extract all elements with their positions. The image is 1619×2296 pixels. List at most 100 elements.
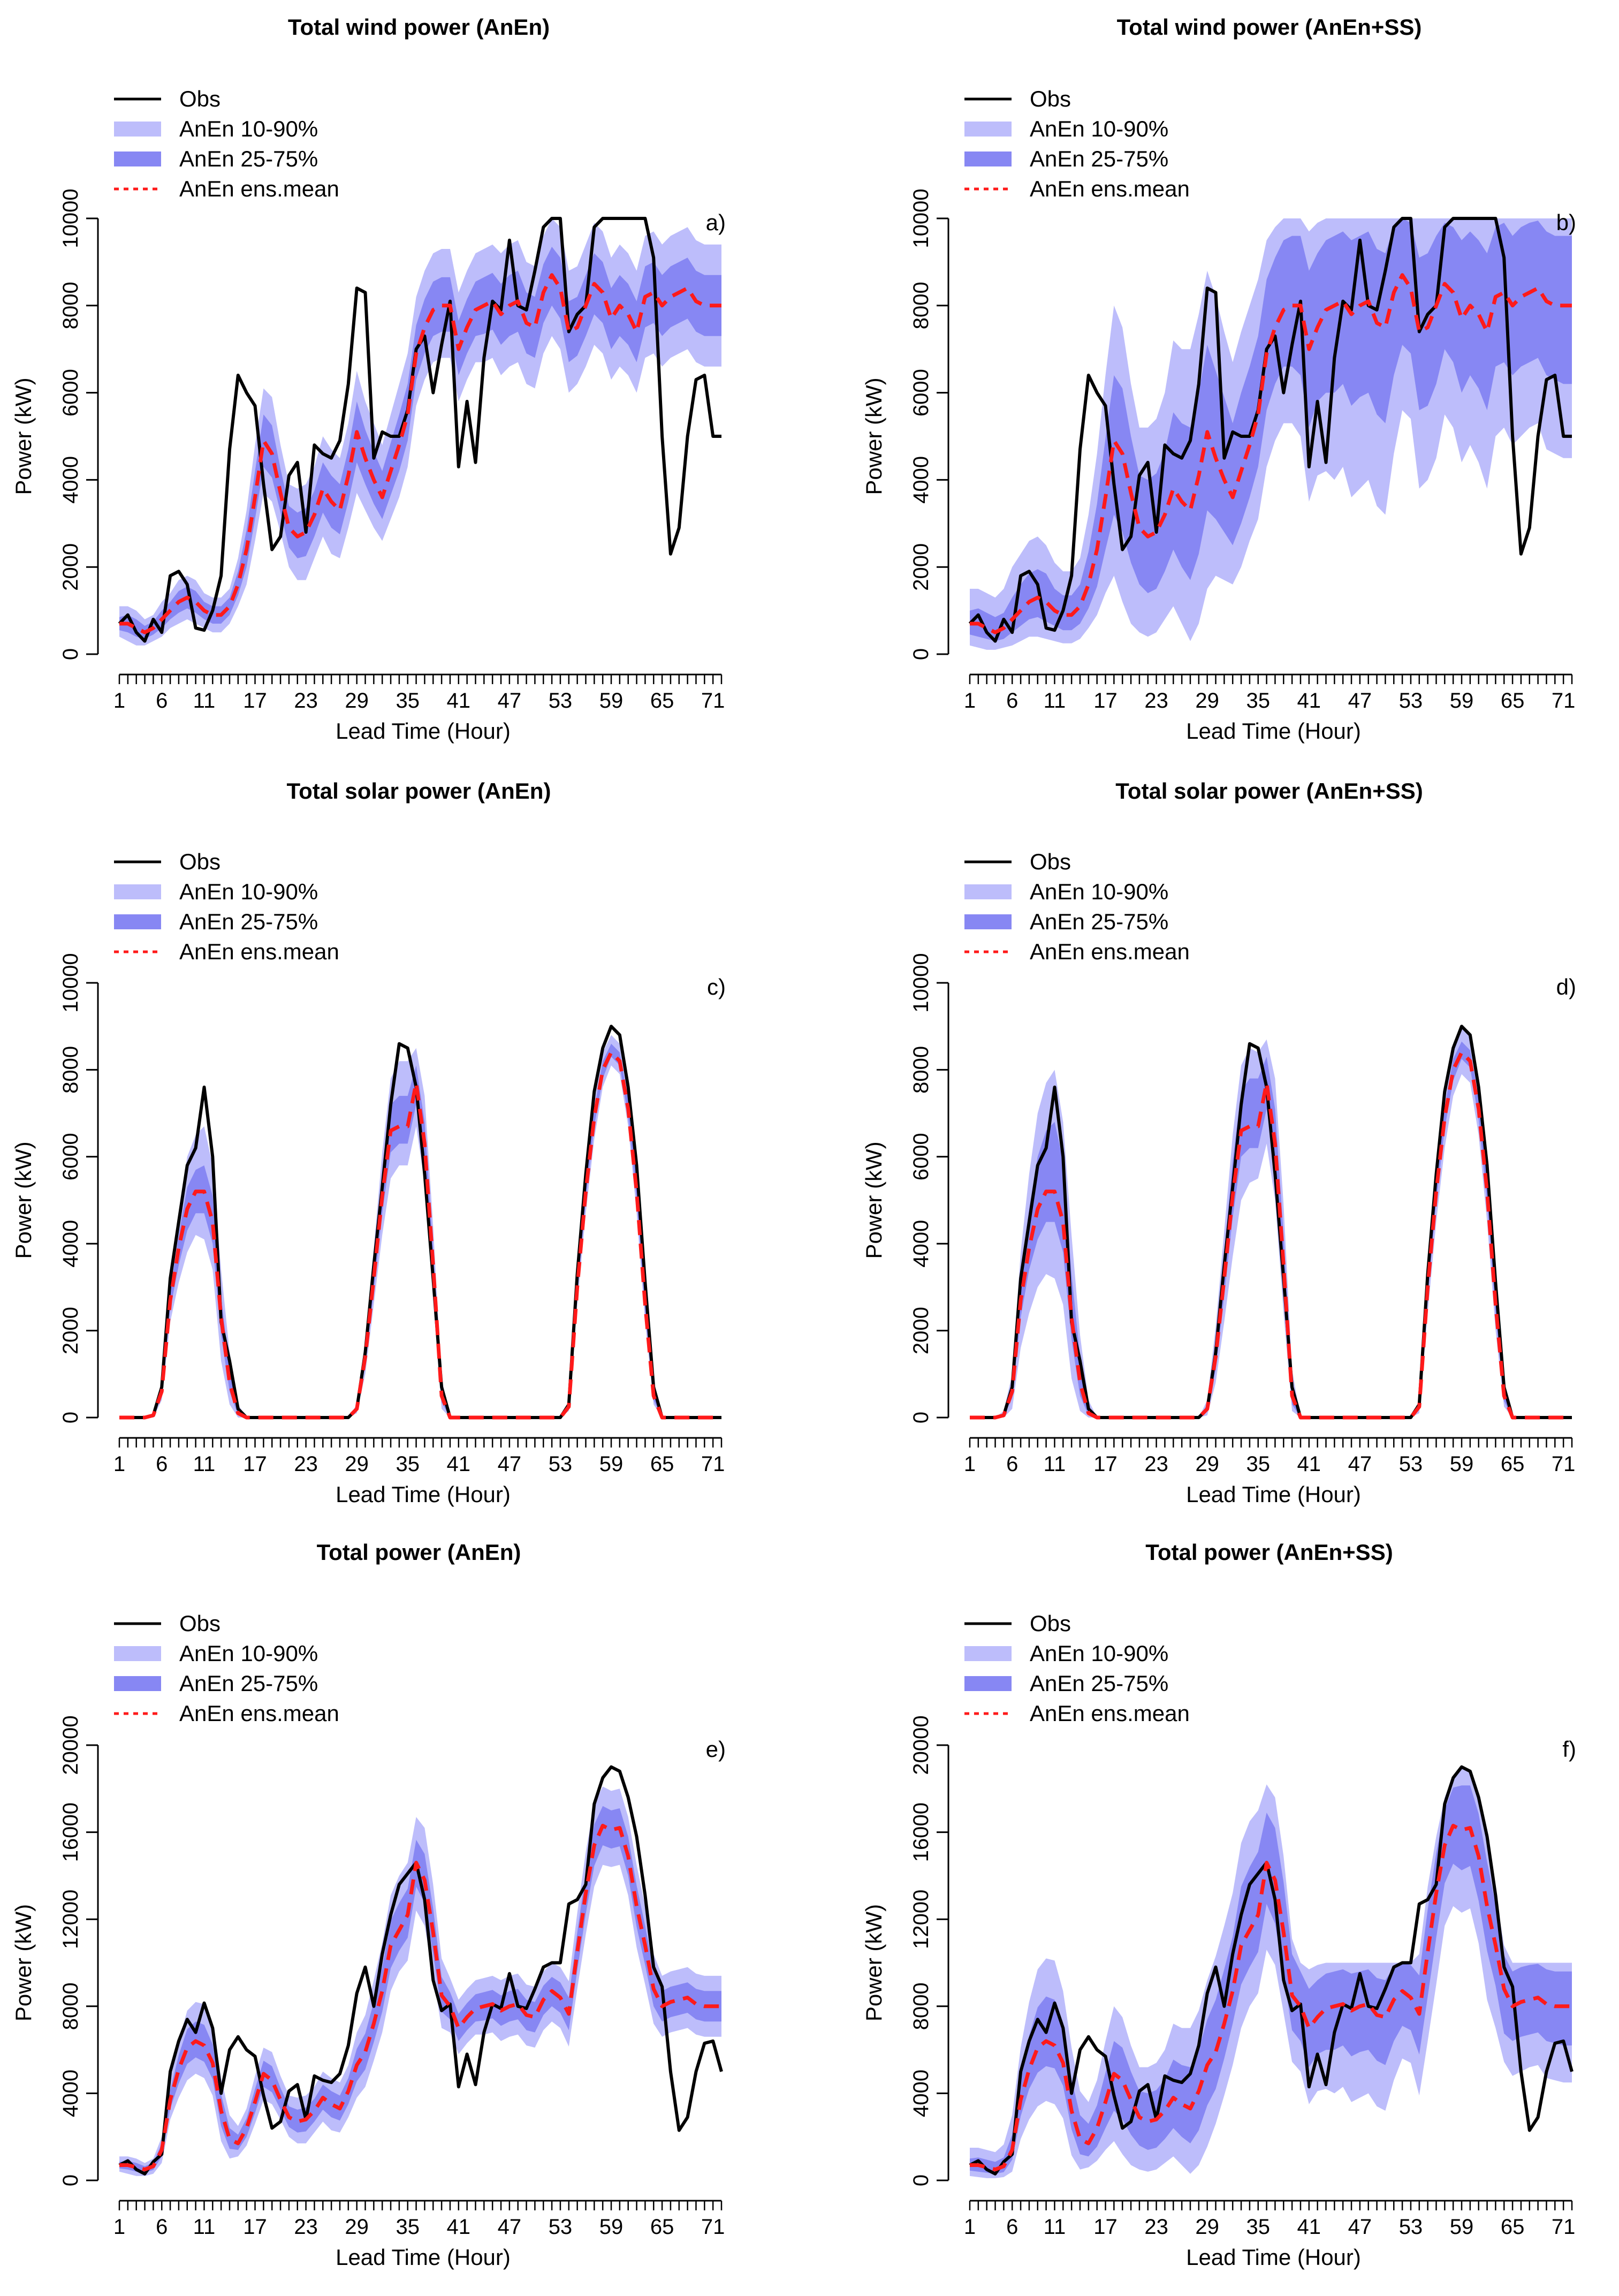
- legend-band-10-90-swatch: [964, 1646, 1012, 1661]
- legend-band-25-75-swatch: [964, 914, 1012, 929]
- x-axis-label: Lead Time (Hour): [336, 718, 511, 744]
- x-tick-label: 23: [294, 2215, 318, 2239]
- x-tick-label: 23: [294, 689, 318, 713]
- legend-band-10-90-swatch: [114, 1646, 161, 1661]
- x-tick-label: 29: [345, 1452, 369, 1476]
- y-tick-label: 0: [909, 648, 933, 660]
- x-tick-label: 6: [1006, 1452, 1018, 1476]
- legend-label: AnEn ens.mean: [1030, 939, 1190, 964]
- chart-panel-b: Total wind power (AnEn+SS) 0 2000 4000 6000 8…: [861, 14, 1576, 744]
- x-tick-label: 59: [599, 689, 624, 713]
- band-25-75: [119, 246, 721, 639]
- x-tick-label: 1: [964, 2215, 976, 2239]
- legend-label: AnEn 25-75%: [179, 909, 318, 934]
- x-tick-label: 65: [1501, 689, 1525, 713]
- chart-title: Total power (AnEn): [317, 1540, 521, 1565]
- ens-mean-line: [119, 273, 721, 634]
- legend-label: AnEn 25-75%: [1030, 146, 1168, 171]
- x-tick-label: 29: [345, 2215, 369, 2239]
- x-tick-label: 1: [113, 689, 125, 713]
- y-tick-label: 12000: [909, 1890, 933, 1949]
- legend-label: Obs: [1030, 86, 1071, 111]
- x-tick-label: 53: [1399, 689, 1423, 713]
- x-tick-label: 35: [1246, 1452, 1270, 1476]
- x-tick-label: 1: [964, 1452, 976, 1476]
- x-axis-label: Lead Time (Hour): [1186, 1482, 1361, 1507]
- legend-label: AnEn 10-90%: [1030, 116, 1168, 141]
- y-tick-label: 10000: [59, 953, 82, 1012]
- legend-band-25-75-swatch: [964, 151, 1012, 166]
- obs-line: [969, 1765, 1574, 2176]
- legend-label: AnEn 10-90%: [179, 879, 318, 904]
- y-tick-label: 20000: [59, 1715, 82, 1775]
- y-tick-label: 8000: [909, 282, 933, 329]
- x-tick-label: 65: [1501, 1452, 1525, 1476]
- y-tick-label: 10000: [59, 188, 82, 248]
- x-tick-label: 23: [294, 1452, 318, 1476]
- chart-panel-e: Total power (AnEn) 0 4000 8000 12000 16000 200…: [11, 1540, 726, 2270]
- x-tick-label: 59: [599, 1452, 624, 1476]
- x-tick-label: 71: [1552, 2215, 1576, 2239]
- legend-label: AnEn ens.mean: [1030, 176, 1190, 201]
- chart-panel-a: Total wind power (AnEn) 0 2000 4000 6000 8000…: [11, 14, 726, 744]
- x-tick-label: 65: [650, 2215, 674, 2239]
- x-tick-label: 59: [1450, 2215, 1474, 2239]
- x-tick-label: 41: [447, 2215, 471, 2239]
- x-tick-label: 53: [1399, 1452, 1423, 1476]
- x-tick-label: 23: [1144, 2215, 1168, 2239]
- legend-band-25-75-swatch: [114, 151, 161, 166]
- chart-panel-d: Total solar power (AnEn+SS) 0 2000 4000 6000…: [861, 778, 1576, 1507]
- legend-band-25-75-swatch: [964, 1676, 1012, 1691]
- x-tick-label: 11: [1044, 2215, 1066, 2239]
- ens-mean-line: [119, 1823, 721, 2172]
- y-tick-label: 0: [59, 648, 82, 660]
- y-axis-label: Power (kW): [11, 1141, 36, 1259]
- legend-band-10-90-swatch: [114, 884, 161, 899]
- x-tick-label: 59: [599, 2215, 624, 2239]
- y-tick-label: 0: [909, 2174, 933, 2186]
- x-tick-label: 17: [243, 2215, 267, 2239]
- x-tick-label: 47: [498, 1452, 522, 1476]
- x-tick-label: 11: [193, 2215, 216, 2239]
- chart-title: Total solar power (AnEn+SS): [1115, 778, 1423, 804]
- y-tick-label: 12000: [59, 1890, 82, 1949]
- legend-label: AnEn ens.mean: [179, 939, 339, 964]
- x-tick-label: 53: [1399, 2215, 1423, 2239]
- panel-label: d): [1556, 974, 1576, 999]
- legend-band-25-75-swatch: [114, 1676, 161, 1691]
- y-axis-label: Power (kW): [861, 377, 886, 495]
- y-tick-label: 0: [59, 2174, 82, 2186]
- y-tick-label: 2000: [909, 543, 933, 591]
- x-tick-label: 41: [1297, 1452, 1321, 1476]
- x-tick-label: 11: [1044, 689, 1066, 713]
- x-tick-label: 35: [396, 689, 420, 713]
- x-tick-label: 71: [701, 689, 725, 713]
- x-tick-label: 1: [113, 2215, 125, 2239]
- x-tick-label: 47: [498, 689, 522, 713]
- legend-label: AnEn 10-90%: [1030, 879, 1168, 904]
- y-tick-label: 6000: [909, 1133, 933, 1180]
- y-tick-label: 4000: [59, 456, 82, 504]
- x-tick-label: 41: [1297, 2215, 1321, 2239]
- legend-label: AnEn ens.mean: [179, 176, 339, 201]
- x-tick-label: 1: [113, 1452, 125, 1476]
- ens-mean-line: [970, 1823, 1572, 2172]
- legend-band-25-75-swatch: [114, 914, 161, 929]
- y-tick-label: 10000: [909, 188, 933, 248]
- x-tick-label: 59: [1450, 1452, 1474, 1476]
- x-tick-label: 71: [701, 1452, 725, 1476]
- x-tick-label: 17: [1093, 2215, 1118, 2239]
- y-axis-label: Power (kW): [861, 1141, 886, 1259]
- band-25-75: [119, 1806, 721, 2173]
- y-tick-label: 4000: [59, 2070, 82, 2117]
- ens-mean-line: [970, 273, 1572, 634]
- obs-line: [119, 1025, 721, 1419]
- y-tick-label: 0: [909, 1412, 933, 1423]
- legend-label: AnEn 10-90%: [179, 1641, 318, 1666]
- y-axis-label: Power (kW): [861, 1904, 886, 2021]
- x-tick-label: 17: [243, 689, 267, 713]
- band-25-75: [970, 1041, 1572, 1418]
- x-tick-label: 11: [193, 689, 216, 713]
- legend-label: AnEn 10-90%: [179, 116, 318, 141]
- y-tick-label: 6000: [59, 369, 82, 416]
